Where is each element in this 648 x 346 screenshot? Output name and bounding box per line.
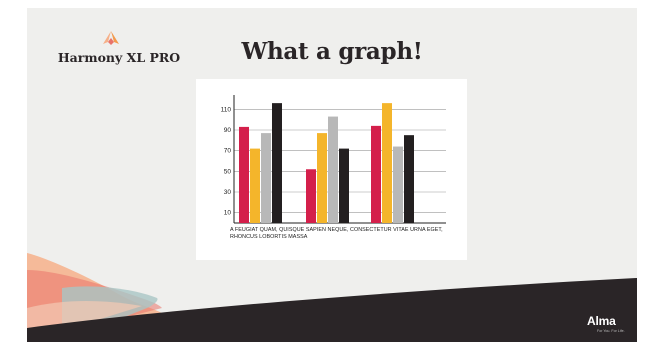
bar (404, 135, 414, 223)
bar-chart: 10 30 50 70 90 110 (221, 95, 446, 224)
chart-caption: A FEUGIAT QUAM, QUISQUE SAPIEN NEQUE, CO… (230, 227, 443, 240)
y-tick-label: 10 (224, 210, 232, 217)
bar (272, 103, 282, 223)
alma-logo: Alma (587, 314, 616, 328)
bar (317, 133, 327, 223)
slide: Harmony XL PRO What a graph! 10 30 50 70 90 1… (27, 8, 637, 342)
bar (250, 148, 260, 223)
y-tick-label: 70 (224, 148, 232, 155)
y-tick-label: 50 (224, 168, 232, 175)
y-tick-label: 90 (224, 127, 232, 134)
bar (371, 125, 381, 223)
logo-tagline: For You. For Life. (597, 329, 625, 333)
brand: Harmony XL PRO (49, 30, 189, 70)
chart-card: 10 30 50 70 90 110 A FEUGIAT QUAM, QUISQUE SA… (196, 79, 467, 260)
triangle-logo-icon (103, 31, 119, 45)
decorative-waves (27, 253, 637, 342)
footer-logo: Alma For You. For Life. (587, 314, 637, 338)
footer-band (27, 278, 637, 342)
bar (261, 133, 271, 223)
y-tick-label: 30 (224, 189, 232, 196)
brand-name: Harmony XL PRO (57, 50, 181, 65)
y-tick-label: 110 (221, 106, 232, 113)
bar (382, 103, 392, 223)
bar (306, 169, 316, 223)
bar (339, 148, 349, 223)
bar (328, 116, 338, 223)
bar (393, 146, 403, 223)
bar (239, 126, 249, 223)
slide-title: What a graph! (241, 38, 423, 65)
